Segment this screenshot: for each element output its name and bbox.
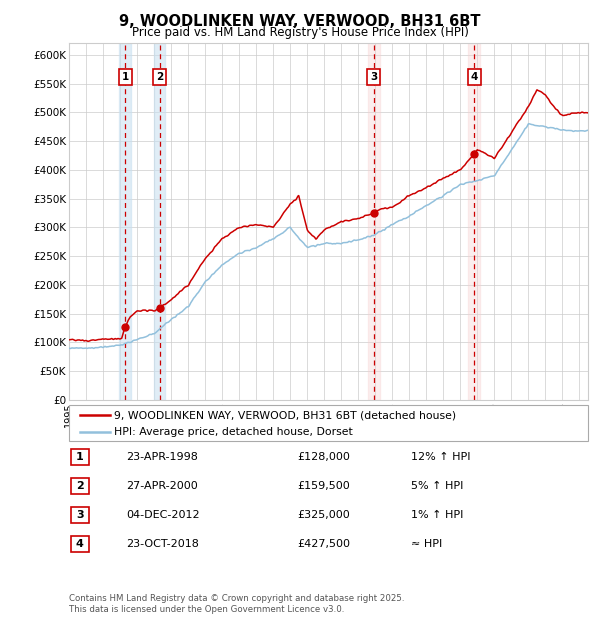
Text: 23-OCT-2018: 23-OCT-2018 bbox=[126, 539, 199, 549]
Text: 4: 4 bbox=[470, 73, 478, 82]
Text: Contains HM Land Registry data © Crown copyright and database right 2025.
This d: Contains HM Land Registry data © Crown c… bbox=[69, 595, 404, 614]
Text: ≈ HPI: ≈ HPI bbox=[411, 539, 442, 549]
Text: 5% ↑ HPI: 5% ↑ HPI bbox=[411, 481, 463, 491]
Text: 9, WOODLINKEN WAY, VERWOOD, BH31 6BT: 9, WOODLINKEN WAY, VERWOOD, BH31 6BT bbox=[119, 14, 481, 29]
Text: 1% ↑ HPI: 1% ↑ HPI bbox=[411, 510, 463, 520]
Text: 4: 4 bbox=[76, 539, 84, 549]
Text: 1: 1 bbox=[122, 73, 129, 82]
Text: HPI: Average price, detached house, Dorset: HPI: Average price, detached house, Dors… bbox=[114, 427, 353, 436]
Text: £427,500: £427,500 bbox=[297, 539, 350, 549]
Bar bbox=[468, 43, 480, 400]
Text: 04-DEC-2012: 04-DEC-2012 bbox=[126, 510, 200, 520]
Text: 3: 3 bbox=[76, 510, 83, 520]
Text: 23-APR-1998: 23-APR-1998 bbox=[126, 452, 198, 462]
Text: £325,000: £325,000 bbox=[297, 510, 350, 520]
Bar bbox=[154, 43, 166, 400]
Text: 2: 2 bbox=[156, 73, 163, 82]
Text: 3: 3 bbox=[370, 73, 377, 82]
Text: 9, WOODLINKEN WAY, VERWOOD, BH31 6BT (detached house): 9, WOODLINKEN WAY, VERWOOD, BH31 6BT (de… bbox=[114, 410, 456, 420]
Bar bbox=[119, 43, 131, 400]
Text: 1: 1 bbox=[76, 452, 83, 462]
Text: 12% ↑ HPI: 12% ↑ HPI bbox=[411, 452, 470, 462]
Text: Price paid vs. HM Land Registry's House Price Index (HPI): Price paid vs. HM Land Registry's House … bbox=[131, 26, 469, 39]
Text: £128,000: £128,000 bbox=[297, 452, 350, 462]
Text: 27-APR-2000: 27-APR-2000 bbox=[126, 481, 198, 491]
Text: £159,500: £159,500 bbox=[297, 481, 350, 491]
Bar bbox=[368, 43, 380, 400]
Text: 2: 2 bbox=[76, 481, 83, 491]
